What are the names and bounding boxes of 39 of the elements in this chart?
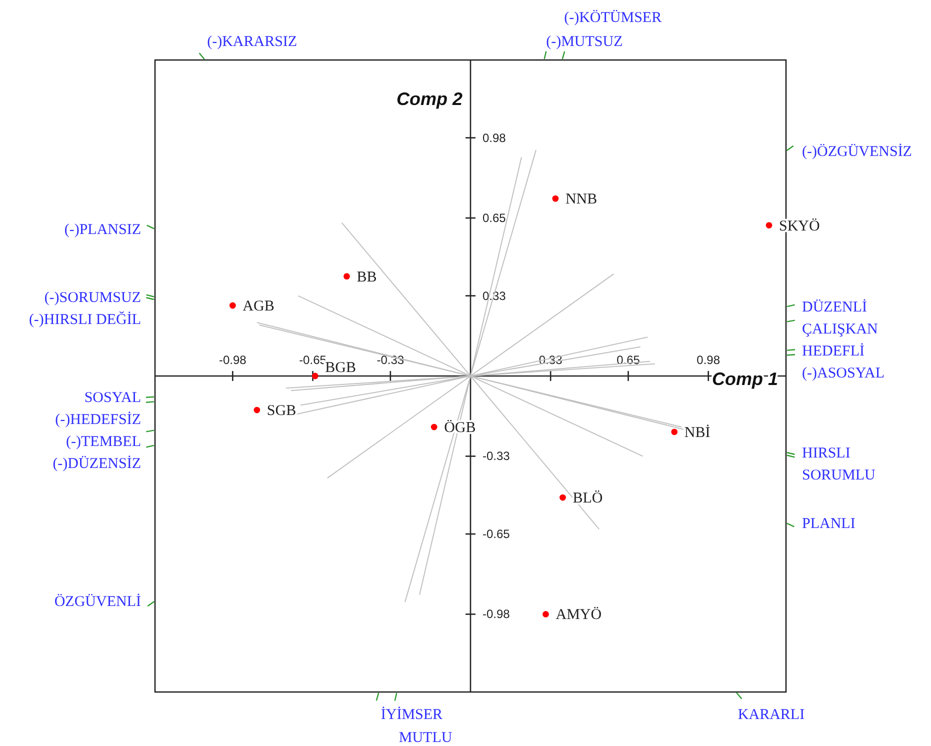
text: (-)ASOSYAL — [802, 366, 884, 382]
text: (-)PLANSIZ — [64, 222, 141, 238]
annotation: BLÖ — [572, 490, 603, 507]
y-tick-label: 0.65 — [482, 211, 506, 225]
text: SOSYAL — [84, 390, 141, 406]
y-tick-label: 0.33 — [482, 288, 506, 303]
annotation: NNB — [565, 192, 598, 208]
text: DÜZENLİ — [802, 298, 867, 316]
annotation: SGB — [266, 403, 296, 420]
text: SORUMLU — [802, 467, 876, 484]
text: (-)KÖTÜMSER — [564, 9, 662, 26]
text: (-)HEDEFSİZ — [55, 410, 141, 428]
text: MUTLU — [398, 730, 452, 746]
y-axis-title: Comp 2 — [396, 89, 462, 109]
text: (-)MUTSUZ — [546, 34, 623, 50]
annotation: BGB — [325, 360, 356, 376]
annotation: AGB — [242, 298, 274, 315]
y-tick-label: 0.98 — [482, 130, 506, 145]
text: (-)ÖZGÜVENSİZ — [802, 143, 912, 160]
x-tick-label: 0.98 — [696, 353, 720, 367]
annotation: NBİ — [684, 424, 710, 441]
text: ÇALIŞKAN — [802, 322, 878, 338]
text: HIRSLI — [802, 445, 850, 462]
text: HEDEFLİ — [802, 342, 864, 360]
y-tick-label: -0.33 — [482, 449, 510, 464]
x-tick-label: -0.98 — [218, 353, 247, 367]
annotation: BB — [356, 269, 377, 286]
annotation: AMYÖ — [556, 606, 602, 624]
text: PLANLI — [802, 516, 856, 532]
text: (-)DÜZENSİZ — [52, 454, 141, 472]
text: (-)TEMBEL — [66, 434, 141, 450]
text: (-)KARARSIZ — [207, 34, 298, 50]
y-tick-label: -0.98 — [482, 607, 510, 622]
text: (-)HIRSLI DEĞİL — [28, 311, 141, 328]
text: KARARLI — [738, 707, 805, 723]
y-tick-label: -0.65 — [482, 527, 510, 541]
text: İYİMSER — [380, 706, 443, 723]
text: (-)SORUMSUZ — [44, 290, 141, 306]
text: ÖZGÜVENLİ — [54, 592, 141, 610]
